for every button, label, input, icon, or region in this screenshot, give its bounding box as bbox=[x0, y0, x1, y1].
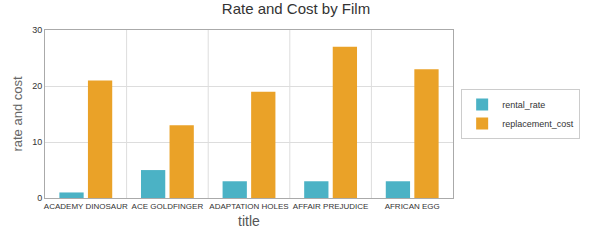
svg-text:rental_rate: rental_rate bbox=[502, 100, 545, 110]
svg-text:0: 0 bbox=[37, 193, 42, 203]
svg-text:ADAPTATION HOLES: ADAPTATION HOLES bbox=[209, 202, 288, 211]
svg-text:20: 20 bbox=[32, 81, 42, 91]
svg-text:ACADEMY DINOSAUR: ACADEMY DINOSAUR bbox=[44, 202, 128, 211]
svg-text:30: 30 bbox=[32, 25, 42, 35]
svg-text:10: 10 bbox=[32, 137, 42, 147]
svg-text:AFRICAN EGG: AFRICAN EGG bbox=[385, 202, 440, 211]
svg-text:rate and cost: rate and cost bbox=[10, 76, 25, 152]
svg-text:AFFAIR PREJUDICE: AFFAIR PREJUDICE bbox=[293, 202, 369, 211]
svg-text:ACE GOLDFINGER: ACE GOLDFINGER bbox=[132, 202, 204, 211]
svg-text:title: title bbox=[238, 213, 260, 229]
svg-text:Rate and Cost by Film: Rate and Cost by Film bbox=[222, 0, 370, 17]
svg-text:replacement_cost: replacement_cost bbox=[502, 119, 574, 129]
